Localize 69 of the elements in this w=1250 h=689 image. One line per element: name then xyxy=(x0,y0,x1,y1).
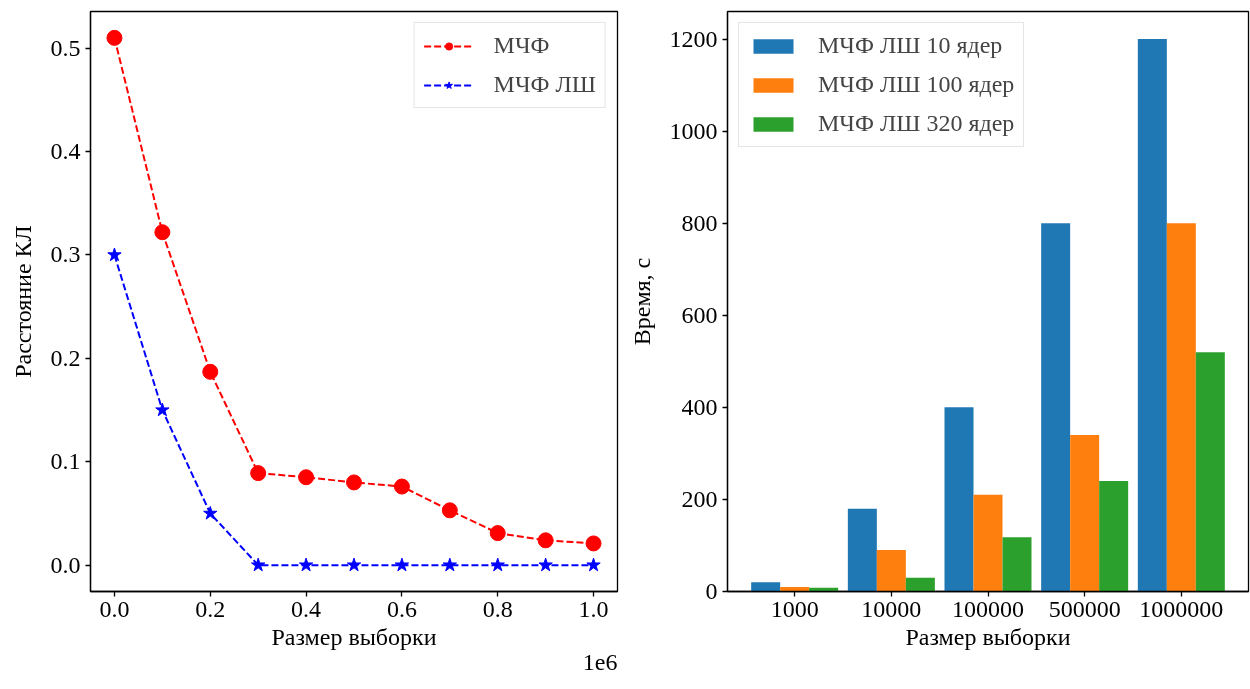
point xyxy=(537,532,554,549)
y-tick-label: 0.2 xyxy=(50,344,81,371)
point xyxy=(585,535,602,552)
x-tick-label: 0.0 xyxy=(99,595,130,622)
y-axis-title: Расстояние КЛ xyxy=(9,225,36,378)
point xyxy=(490,557,505,572)
point xyxy=(442,557,457,572)
x-axis-title: Размер выборки xyxy=(271,623,437,650)
y-axis-title: Время, с xyxy=(628,257,655,346)
point xyxy=(586,557,601,572)
bar xyxy=(751,582,781,592)
x-tick-label: 500000 xyxy=(1048,595,1121,622)
point xyxy=(346,474,362,491)
point xyxy=(107,247,122,262)
y-tick-label: 0 xyxy=(705,578,718,604)
point xyxy=(251,557,266,572)
text: 1e6 xyxy=(582,648,618,675)
y-tick-label: 0.1 xyxy=(50,448,81,475)
y-tick-label: 400 xyxy=(681,393,718,420)
legend-label: МЧФ ЛШ 10 ядер xyxy=(818,32,1003,59)
bar xyxy=(1002,537,1032,592)
bar xyxy=(1166,223,1196,592)
y-tick-label: 0.5 xyxy=(50,34,81,61)
bar xyxy=(876,550,906,592)
point xyxy=(441,502,458,519)
bar xyxy=(973,494,1003,592)
y-tick-label: 0.4 xyxy=(50,138,81,165)
y-tick-label: 600 xyxy=(681,301,718,328)
bar xyxy=(847,508,877,592)
x-tick-label: 1000000 xyxy=(1139,595,1224,622)
x-tick-label: 0.8 xyxy=(482,595,513,622)
x-tick-label: 0.2 xyxy=(195,595,226,622)
point xyxy=(298,469,315,486)
legend-label: МЧФ xyxy=(493,32,550,59)
point xyxy=(489,525,506,542)
point xyxy=(250,465,267,482)
y-tick-label: 1200 xyxy=(669,25,718,52)
point xyxy=(393,478,410,495)
point xyxy=(346,557,362,572)
point xyxy=(538,557,553,572)
point xyxy=(394,557,410,572)
bar xyxy=(1195,352,1225,592)
point xyxy=(154,224,171,241)
x-axis-title: Размер выборки xyxy=(905,623,1071,650)
bar xyxy=(1137,39,1167,592)
point xyxy=(203,505,218,520)
legend-label: МЧФ ЛШ xyxy=(493,71,596,98)
x-tick-label: 0.4 xyxy=(291,595,322,622)
legend-label: МЧФ ЛШ 100 ядер xyxy=(818,71,1015,98)
x-tick-label: 1000 xyxy=(770,595,819,622)
point xyxy=(298,557,314,572)
x-tick-label: 1.0 xyxy=(578,595,609,622)
x-tick-label: 0.6 xyxy=(386,595,417,622)
legend-label: МЧФ ЛШ 320 ядер xyxy=(818,110,1015,137)
point xyxy=(155,402,170,417)
y-tick-label: 200 xyxy=(681,485,718,512)
bar xyxy=(1070,434,1100,592)
y-tick-label: 800 xyxy=(681,209,718,236)
bar xyxy=(1099,481,1129,592)
point xyxy=(106,29,123,46)
bar xyxy=(905,577,935,592)
y-tick-label: 0.0 xyxy=(50,551,81,578)
x-tick-label: 10000 xyxy=(861,595,922,622)
y-tick-label: 0.3 xyxy=(50,241,81,268)
point xyxy=(202,363,219,380)
bar xyxy=(944,407,974,592)
y-tick-label: 1000 xyxy=(669,117,718,144)
bar xyxy=(1041,223,1071,592)
x-tick-label: 100000 xyxy=(952,595,1024,622)
